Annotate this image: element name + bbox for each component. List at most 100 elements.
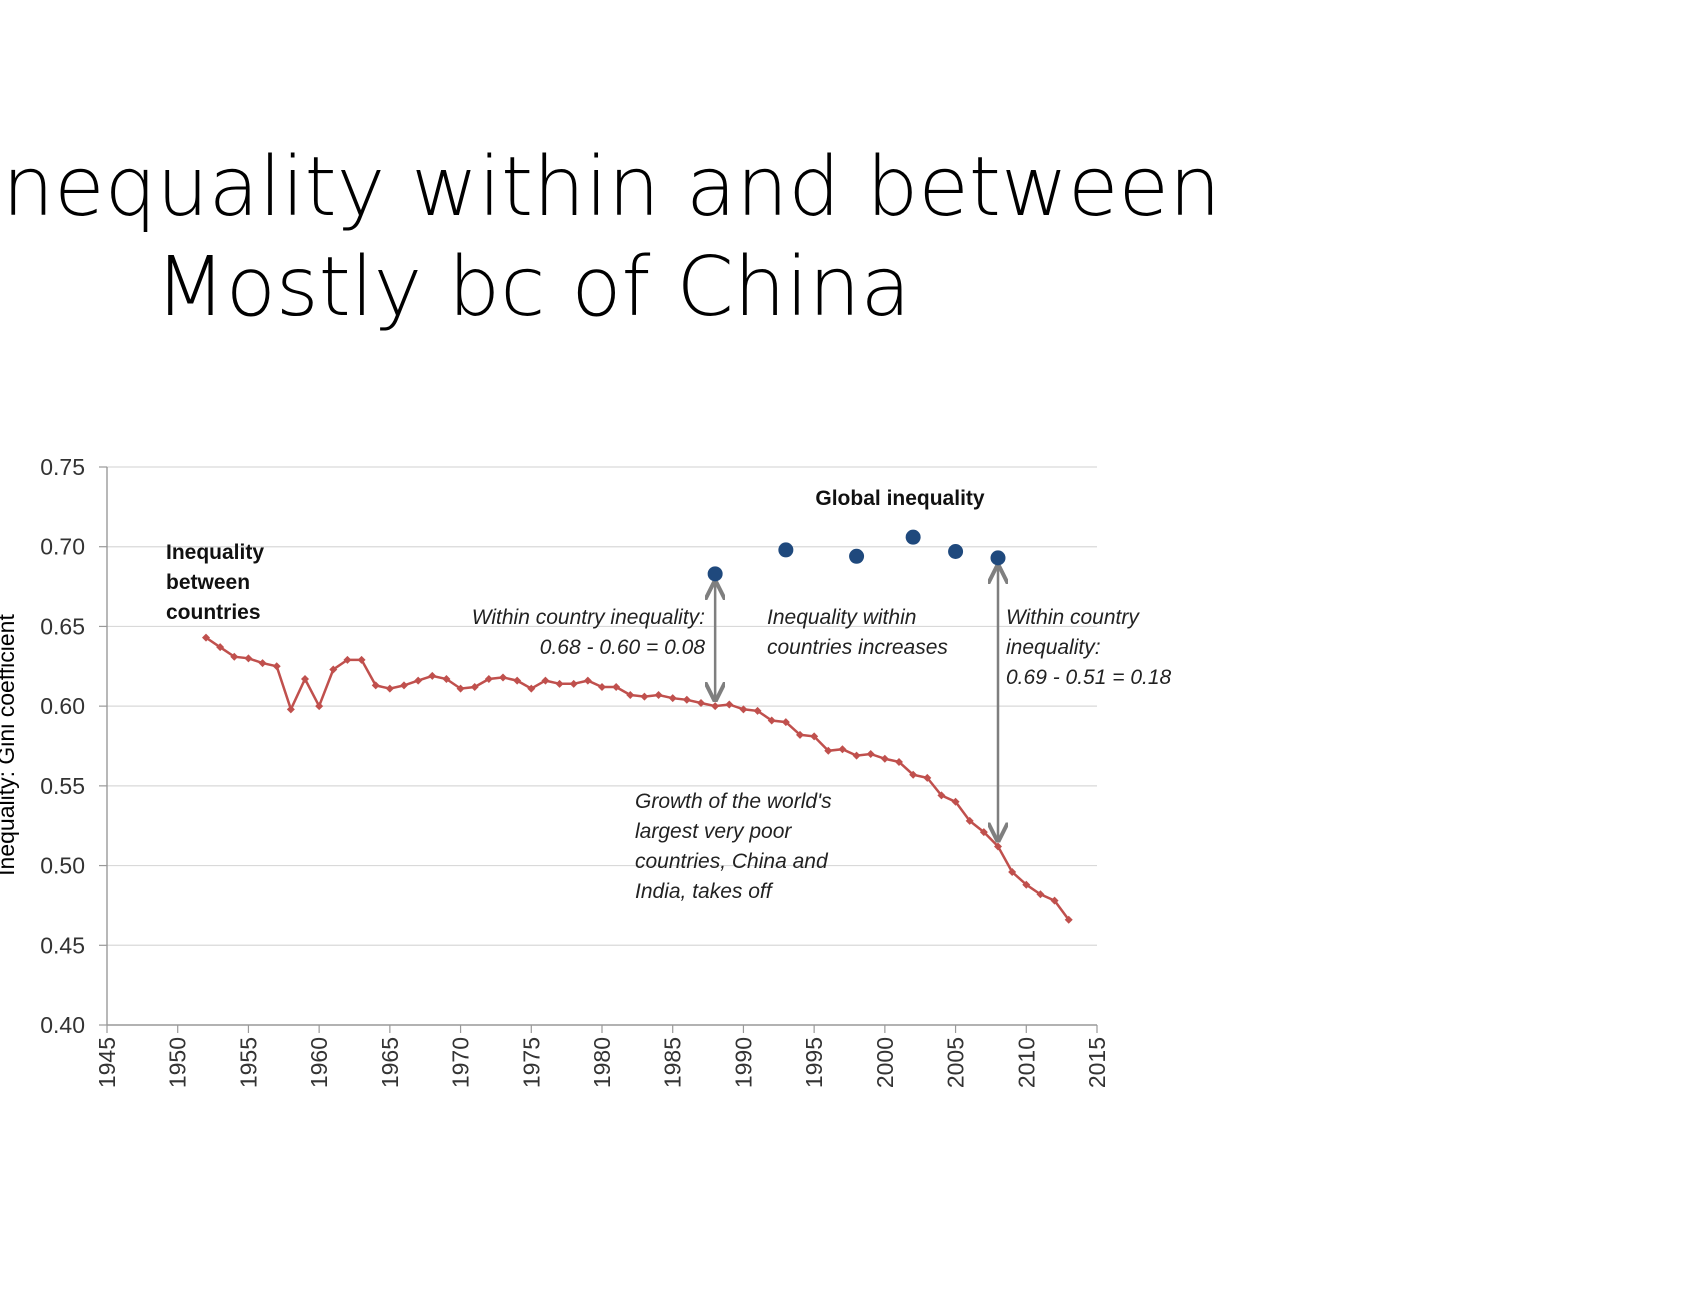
annotations: Inequality between countries Global inequal…: [166, 487, 1172, 903]
between-countries-point: [909, 770, 918, 779]
between-countries-point: [640, 692, 649, 701]
x-tick-label: 1990: [730, 1037, 756, 1088]
between-countries-point: [216, 643, 225, 652]
global-inequality-point: [990, 550, 1006, 566]
y-axis-label: Inequality: Gini coefficient: [0, 614, 19, 876]
x-tick-label: 1975: [518, 1037, 544, 1088]
between-countries-point: [371, 681, 380, 690]
between-countries-point: [654, 690, 663, 699]
between-countries-point: [1008, 867, 1017, 876]
series: [202, 529, 1073, 924]
between-countries-point: [923, 773, 932, 782]
within-2008-annotation-line: 0.69 - 0.51 = 0.18: [1006, 666, 1172, 689]
gridlines: [107, 466, 1097, 946]
between-countries-point: [272, 662, 281, 671]
between-countries-point: [626, 690, 635, 699]
global-inequality-point: [905, 529, 921, 545]
between-countries-point: [583, 676, 592, 685]
x-tick-label: 1970: [448, 1037, 474, 1088]
between-countries-point: [513, 676, 522, 685]
between-countries-point: [428, 671, 437, 680]
within-1988-annotation: Within country inequality: 0.68 - 0.60 = …: [472, 606, 706, 659]
between-countries-point: [810, 732, 819, 741]
between-countries-point: [725, 700, 734, 709]
y-tick-label: 0.65: [40, 613, 85, 639]
growth-annotation-line: countries, China and: [635, 850, 829, 873]
y-tick-label: 0.70: [40, 534, 85, 560]
between-countries-point: [442, 675, 451, 684]
between-countries-point: [598, 683, 606, 692]
between-countries-annotation-line: countries: [166, 601, 261, 624]
between-countries-point: [230, 652, 239, 661]
within-2008-annotation: Within country inequality: 0.69 - 0.51 = 0…: [1006, 606, 1172, 689]
within-2008-annotation-line: inequality:: [1006, 636, 1101, 659]
between-countries-point: [796, 730, 804, 739]
between-countries-point: [258, 659, 267, 668]
x-tick-label: 1965: [377, 1037, 403, 1088]
y-tick-label: 0.60: [40, 693, 85, 719]
between-countries-point: [965, 816, 974, 825]
y-tick-label: 0.55: [40, 773, 85, 799]
x-tick-label: 1950: [165, 1037, 191, 1088]
between-countries-point: [753, 706, 762, 715]
between-countries-point: [1064, 915, 1073, 924]
global-inequality-point: [849, 548, 865, 564]
x-tick-label: 1960: [306, 1037, 332, 1088]
title-line-2: Mostly bc of China: [155, 240, 911, 335]
x-tick-labels: 1945 1950 1955 1960 1965 1970 1975 1980 1985 1990…: [94, 1037, 1110, 1088]
between-countries-point: [852, 751, 861, 760]
between-countries-point: [569, 679, 578, 688]
y-tick-label: 0.40: [40, 1012, 85, 1038]
between-countries-point: [781, 718, 790, 727]
between-countries-point: [767, 716, 776, 725]
between-countries-point: [286, 705, 295, 714]
growth-annotation-line: largest very poor: [635, 820, 792, 843]
growth-annotation-line: India, takes off: [635, 880, 774, 903]
between-countries-point: [824, 746, 833, 755]
between-countries-point: [470, 683, 479, 692]
between-countries-point: [385, 684, 394, 693]
between-countries-point: [301, 675, 309, 684]
between-countries-point: [244, 654, 253, 663]
between-countries-point: [555, 679, 564, 688]
global-inequality-point: [778, 542, 794, 558]
between-countries-point: [499, 673, 507, 682]
between-countries-point: [682, 695, 691, 704]
within-increases-annotation-line: Inequality within: [767, 606, 916, 629]
between-countries-point: [937, 791, 946, 800]
between-countries-point: [612, 683, 621, 692]
between-countries-point: [1022, 880, 1031, 889]
between-countries-point: [711, 702, 720, 711]
between-countries-point: [994, 842, 1002, 851]
within-2008-annotation-line: Within country: [1006, 606, 1140, 629]
between-countries-point: [697, 698, 705, 707]
global-inequality-point: [707, 566, 723, 582]
between-countries-point: [668, 694, 677, 703]
y-tick-label: 0.75: [40, 454, 85, 480]
within-increases-annotation-line: countries increases: [767, 636, 948, 659]
x-tick-label: 2005: [943, 1037, 969, 1088]
between-countries-point: [541, 676, 550, 685]
between-countries-annotation: Inequality between countries: [166, 541, 264, 624]
global-inequality-point: [948, 543, 964, 559]
within-1988-annotation-line: Within country inequality:: [472, 606, 705, 629]
between-countries-point: [880, 754, 889, 763]
between-countries-point: [739, 705, 748, 714]
x-tick-label: 2010: [1013, 1037, 1039, 1088]
x-tick-label: 1995: [801, 1037, 827, 1088]
within-1988-annotation-line: 0.68 - 0.60 = 0.08: [540, 636, 706, 659]
between-countries-point: [951, 797, 960, 806]
between-countries-point: [484, 675, 493, 684]
between-countries-point: [1036, 890, 1045, 899]
between-countries-point: [838, 745, 847, 754]
within-increases-annotation: Inequality within countries increases: [767, 606, 948, 659]
x-tick-label: 1985: [660, 1037, 686, 1088]
between-countries-point: [400, 681, 408, 690]
x-tick-label: 2000: [872, 1037, 898, 1088]
global-inequality-annotation: Global inequality: [815, 487, 985, 510]
between-countries-point: [895, 757, 903, 766]
between-countries-point: [202, 633, 210, 642]
x-tick-label: 1945: [94, 1037, 120, 1088]
x-tick-label: 1980: [589, 1037, 615, 1088]
